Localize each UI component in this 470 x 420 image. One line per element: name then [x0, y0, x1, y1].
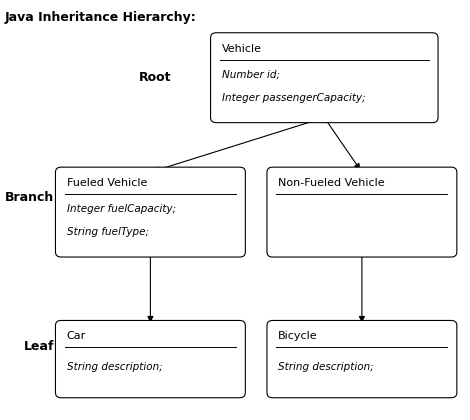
Text: Branch: Branch — [5, 191, 54, 204]
Text: Integer passengerCapacity;: Integer passengerCapacity; — [222, 93, 366, 103]
FancyBboxPatch shape — [55, 320, 245, 398]
FancyBboxPatch shape — [267, 320, 457, 398]
Text: Non-Fueled Vehicle: Non-Fueled Vehicle — [278, 178, 385, 188]
Text: Fueled Vehicle: Fueled Vehicle — [67, 178, 147, 188]
Text: Integer fuelCapacity;: Integer fuelCapacity; — [67, 204, 176, 214]
Text: Java Inheritance Hierarchy:: Java Inheritance Hierarchy: — [5, 10, 196, 24]
Text: Car: Car — [67, 331, 86, 341]
Text: Leaf: Leaf — [24, 340, 54, 353]
FancyBboxPatch shape — [55, 167, 245, 257]
Text: String description;: String description; — [278, 362, 374, 372]
Text: Number id;: Number id; — [222, 70, 280, 80]
Text: String fuelType;: String fuelType; — [67, 227, 149, 237]
Text: Vehicle: Vehicle — [222, 44, 262, 54]
Text: Bicycle: Bicycle — [278, 331, 318, 341]
FancyBboxPatch shape — [211, 33, 438, 123]
FancyBboxPatch shape — [267, 167, 457, 257]
Text: Root: Root — [139, 71, 172, 84]
Text: String description;: String description; — [67, 362, 163, 372]
